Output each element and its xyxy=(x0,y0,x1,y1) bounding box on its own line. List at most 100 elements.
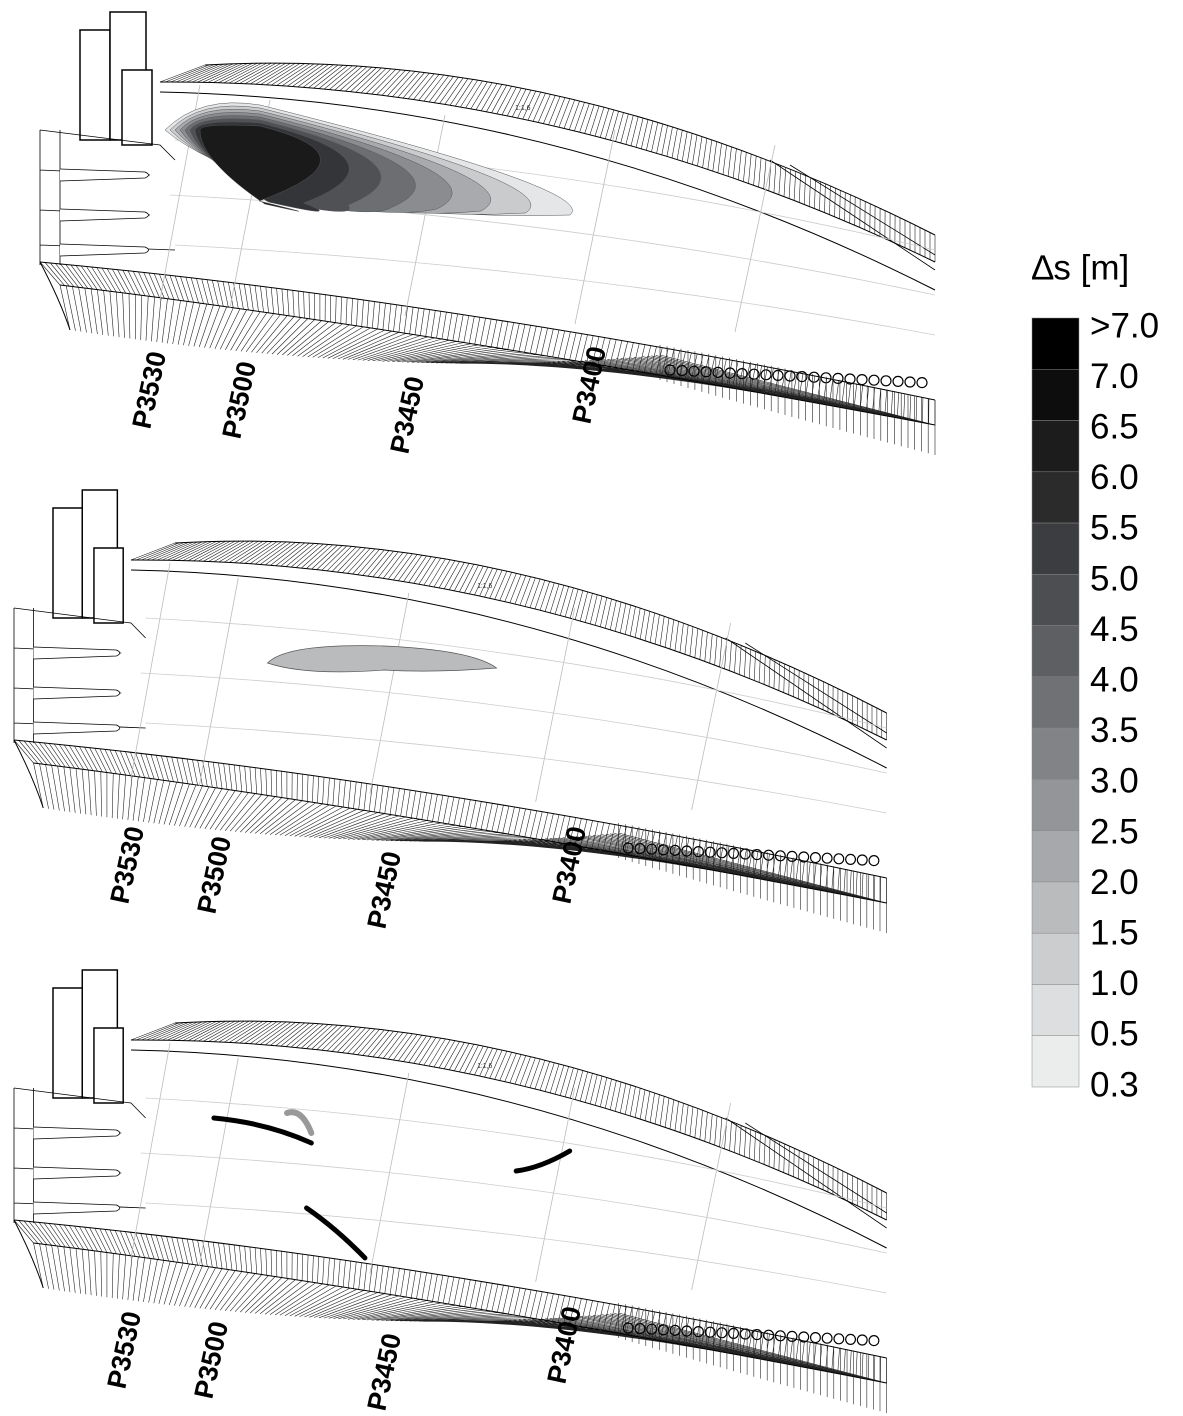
legend-swatch xyxy=(1032,574,1079,625)
section-line xyxy=(735,145,775,332)
legend-label: 5.0 xyxy=(1090,559,1139,598)
section-line xyxy=(131,563,170,778)
legend-label: >7.0 xyxy=(1090,306,1159,345)
profile-label: P3500 xyxy=(217,359,263,442)
riprap xyxy=(811,853,821,863)
scale-note: 1:1,6 xyxy=(477,583,492,590)
groyne xyxy=(60,244,149,256)
riprap xyxy=(834,1334,844,1344)
legend-label: 5.5 xyxy=(1090,509,1139,548)
bank-line xyxy=(14,740,887,878)
scale-note: 1:1,6 xyxy=(515,105,531,112)
bank-line xyxy=(14,1220,887,1358)
map-panel: 1:1,6 xyxy=(40,12,935,455)
legend-title: ∆s [m] xyxy=(1032,248,1129,287)
deposition xyxy=(268,646,497,672)
legend-label: 4.5 xyxy=(1090,610,1139,649)
legend-label: 6.0 xyxy=(1090,458,1139,497)
legend-label: 7.0 xyxy=(1090,357,1139,396)
legend-swatch xyxy=(1032,728,1079,779)
legend-swatch xyxy=(1032,1036,1079,1087)
riprap xyxy=(917,378,927,388)
bank-hatch xyxy=(60,285,935,425)
section-line xyxy=(199,1058,238,1266)
bank-line xyxy=(726,638,887,748)
building xyxy=(80,30,110,140)
building xyxy=(94,548,123,623)
bank-line xyxy=(40,262,935,400)
groyne xyxy=(60,209,149,221)
riprap xyxy=(905,377,915,387)
profile-label: P3450 xyxy=(385,374,431,457)
legend-label: 1.0 xyxy=(1090,964,1139,1003)
groyne xyxy=(34,1127,120,1139)
legend-swatch xyxy=(1032,933,1079,984)
riprap xyxy=(857,855,867,865)
figure: 1:1,6 P3530 P3500 P3450 P3400 1:1,6 P3530 P3500… xyxy=(0,0,1183,1416)
deposition xyxy=(516,1151,570,1171)
profile-label: P3500 xyxy=(192,834,238,917)
bank-line xyxy=(131,1040,887,1220)
legend: ∆s [m] >7.0 7.0 6.5 6.0 5.5 5.0 4.5 4.0 3.5 3.0 2.… xyxy=(1032,248,1159,1104)
grid-line xyxy=(146,1098,887,1208)
groyne xyxy=(34,687,120,699)
profile-label: P3400 xyxy=(567,344,613,427)
grid-line xyxy=(146,618,887,728)
building xyxy=(53,988,82,1098)
riprap xyxy=(811,1333,821,1343)
bank-line xyxy=(131,570,887,768)
riprap xyxy=(881,376,891,386)
bank-line xyxy=(726,1118,887,1228)
legend-swatch xyxy=(1032,882,1079,933)
profile-label: P3500 xyxy=(189,1319,235,1402)
legend-label: 2.5 xyxy=(1090,812,1139,851)
section-line xyxy=(370,1073,409,1274)
legend-swatch xyxy=(1032,318,1079,369)
riprap xyxy=(822,1333,832,1343)
scale-note: 1:1,6 xyxy=(477,1063,492,1070)
bank-line xyxy=(14,740,43,808)
map-panel: 1:1,6 xyxy=(14,490,887,933)
riprap xyxy=(869,856,879,866)
riprap xyxy=(869,375,879,385)
bank-line xyxy=(14,1220,43,1288)
groyne xyxy=(34,647,120,659)
groyne xyxy=(34,722,120,734)
bank-line xyxy=(131,560,887,740)
riprap xyxy=(857,375,867,385)
bank-hatch xyxy=(34,1243,887,1383)
legend-label: 3.5 xyxy=(1090,711,1139,750)
legend-label: 2.0 xyxy=(1090,863,1139,902)
legend-label: 4.0 xyxy=(1090,660,1139,699)
profile-label: P3400 xyxy=(547,824,593,907)
riprap xyxy=(869,1336,879,1346)
legend-label: 0.5 xyxy=(1090,1015,1139,1054)
profile-label: P3530 xyxy=(102,1309,148,1392)
legend-swatch xyxy=(1032,831,1079,882)
groyne xyxy=(60,169,149,181)
profile-label: P3450 xyxy=(362,1331,408,1414)
building xyxy=(53,508,82,618)
grid-line xyxy=(141,673,887,773)
grid-line xyxy=(141,1153,887,1253)
riprap xyxy=(833,373,843,383)
riprap xyxy=(857,1335,867,1345)
profile-label: P3450 xyxy=(362,849,408,932)
profile-label: P3530 xyxy=(127,349,173,432)
riprap xyxy=(834,854,844,864)
profile-label: P3400 xyxy=(542,1304,588,1387)
legend-swatch xyxy=(1032,626,1079,677)
bank-line xyxy=(40,262,70,330)
riprap xyxy=(787,851,797,861)
legend-swatch xyxy=(1032,369,1079,420)
section-line xyxy=(370,593,409,794)
legend-swatch xyxy=(1032,523,1079,574)
legend-label: 6.5 xyxy=(1090,407,1139,446)
bank-hatch xyxy=(131,541,887,740)
profile-label: P3530 xyxy=(105,824,151,907)
legend-label: 3.0 xyxy=(1090,762,1139,801)
bank-line xyxy=(770,160,935,270)
groyne xyxy=(34,1202,120,1214)
groyne xyxy=(34,1167,120,1179)
deposition xyxy=(307,1208,366,1258)
